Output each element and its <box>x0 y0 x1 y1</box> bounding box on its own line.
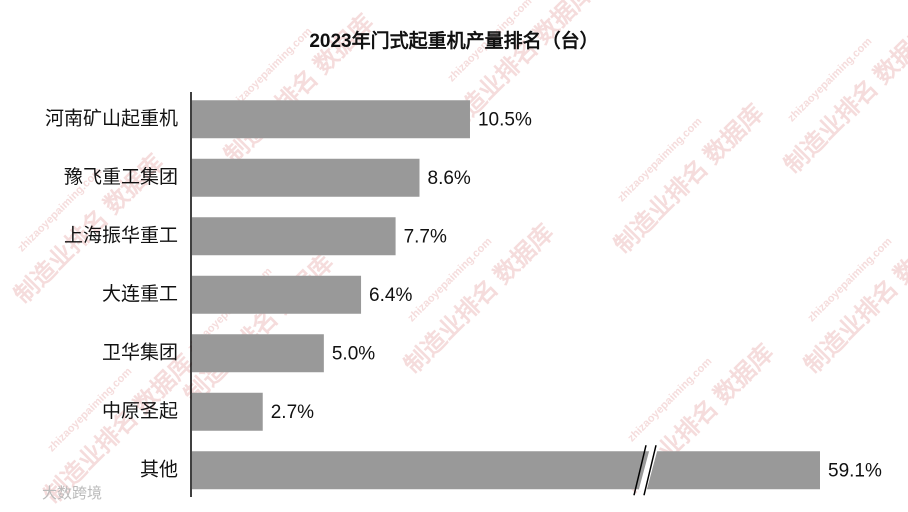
data-label: 5.0% <box>332 343 375 364</box>
axis-break-mark <box>633 445 647 496</box>
data-label: 7.7% <box>404 226 447 247</box>
data-label: 6.4% <box>369 285 412 306</box>
y-tick-label: 豫飞重工集团 <box>64 166 178 188</box>
y-tick-label: 卫华集团 <box>102 341 178 363</box>
data-label: 8.6% <box>428 168 471 189</box>
source: 大数跨境 <box>42 484 102 502</box>
axis-break-mark <box>643 445 657 496</box>
bar <box>192 100 470 139</box>
data-label: 10.5% <box>478 109 532 130</box>
bar <box>192 451 820 490</box>
data-label: 59.1% <box>828 460 882 481</box>
bar <box>192 275 362 314</box>
bar <box>192 217 396 256</box>
y-tick-label: 上海振华重工 <box>64 224 178 246</box>
data-label: 2.7% <box>271 402 314 423</box>
bar <box>192 158 420 197</box>
y-tick-label: 河南矿山起重机 <box>45 107 178 129</box>
y-tick-label: 中原圣起 <box>102 400 178 422</box>
bar <box>192 392 263 431</box>
y-tick-label: 大连重工 <box>102 283 178 305</box>
y-tick-label: 其他 <box>140 458 178 480</box>
chart-title: 2023年门式起重机产量排名（台） <box>309 29 598 52</box>
bar <box>192 334 324 373</box>
